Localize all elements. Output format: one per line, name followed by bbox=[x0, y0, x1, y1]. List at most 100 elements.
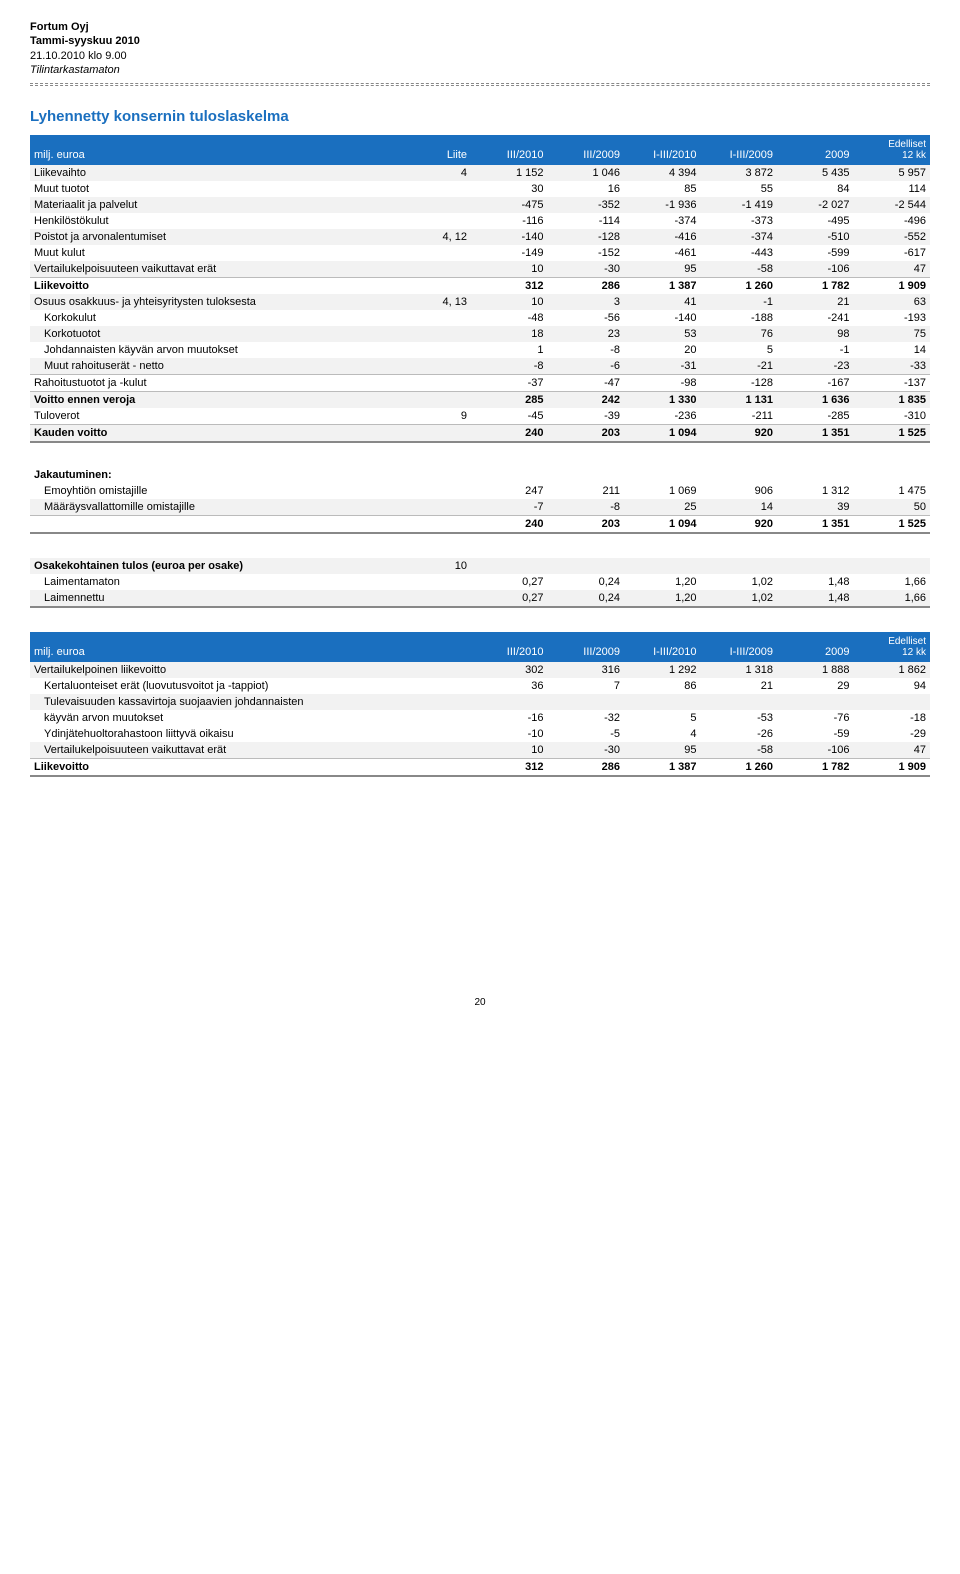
jakautuminen-heading: Jakautuminen: bbox=[30, 467, 930, 483]
cell-value: -285 bbox=[777, 408, 854, 425]
table-row: Kertaluonteiset erät (luovutusvoitot ja … bbox=[30, 678, 930, 694]
cell-value: -48 bbox=[471, 310, 548, 326]
row-label: Liikevaihto bbox=[30, 165, 426, 181]
cell-value: 0,24 bbox=[548, 590, 625, 607]
cell-value: -23 bbox=[777, 358, 854, 375]
row-label: Vertailukelpoisuuteen vaikuttavat erät bbox=[30, 742, 471, 759]
row-liite bbox=[426, 245, 471, 261]
cell-value: -374 bbox=[701, 229, 778, 245]
row-liite: 4, 12 bbox=[426, 229, 471, 245]
cell-value: -58 bbox=[701, 261, 778, 278]
cell-value: 23 bbox=[548, 326, 625, 342]
cell-value: -39 bbox=[548, 408, 625, 425]
cell-value: -7 bbox=[471, 499, 548, 516]
cell-value: 1 292 bbox=[624, 662, 701, 678]
row-liite bbox=[426, 499, 471, 516]
table-header: milj. euroa III/2010 III/2009 I-III/2010… bbox=[30, 632, 930, 662]
cell-value: -475 bbox=[471, 197, 548, 213]
cell-value: 85 bbox=[624, 181, 701, 197]
cell-value: -599 bbox=[777, 245, 854, 261]
cell-value: -461 bbox=[624, 245, 701, 261]
cell-value: -137 bbox=[854, 375, 931, 392]
cell-value: 14 bbox=[854, 342, 931, 358]
cell-value: -373 bbox=[701, 213, 778, 229]
document-header: Fortum Oyj Tammi-syyskuu 2010 21.10.2010… bbox=[30, 20, 930, 77]
row-liite: 4, 13 bbox=[426, 294, 471, 310]
cell-value: 1 782 bbox=[777, 278, 854, 295]
table-row: Ydinjätehuoltorahastoon liittyvä oikaisu… bbox=[30, 726, 930, 742]
cell-value: -193 bbox=[854, 310, 931, 326]
cell-value: -140 bbox=[624, 310, 701, 326]
col-3: I-III/2010 bbox=[624, 135, 701, 165]
cell-value: -1 419 bbox=[701, 197, 778, 213]
table-row: Tuloverot9-45-39-236-211-285-310 bbox=[30, 408, 930, 425]
cell-value: 920 bbox=[701, 516, 778, 534]
table-row: Voitto ennen veroja2852421 3301 1311 636… bbox=[30, 392, 930, 409]
row-label: Muut rahoituserät - netto bbox=[30, 358, 426, 375]
row-liite bbox=[426, 392, 471, 409]
col-2: III/2009 bbox=[548, 632, 625, 662]
cell-value: 1 909 bbox=[854, 278, 931, 295]
cell-value: 4 bbox=[624, 726, 701, 742]
cell-value: 1,02 bbox=[701, 574, 778, 590]
cell-value: -310 bbox=[854, 408, 931, 425]
row-label: Laimennettu bbox=[30, 590, 426, 607]
row-label: Vertailukelpoinen liikevoitto bbox=[30, 662, 471, 678]
cell-value: -1 bbox=[701, 294, 778, 310]
col-5: 2009 bbox=[777, 135, 854, 165]
cell-value: 1 782 bbox=[777, 759, 854, 777]
table-row: Määräysvallattomille omistajille-7-82514… bbox=[30, 499, 930, 516]
table-row: 2402031 0949201 3511 525 bbox=[30, 516, 930, 534]
cell-value: -33 bbox=[854, 358, 931, 375]
row-liite bbox=[426, 261, 471, 278]
cell-value: -211 bbox=[701, 408, 778, 425]
cell-value: -149 bbox=[471, 245, 548, 261]
cell-value: -241 bbox=[777, 310, 854, 326]
cell-value: -26 bbox=[701, 726, 778, 742]
cell-value: -59 bbox=[777, 726, 854, 742]
table-row: Laimennettu0,270,241,201,021,481,66 bbox=[30, 590, 930, 607]
col-3: I-III/2010 bbox=[624, 632, 701, 662]
cell-value: 1 260 bbox=[701, 278, 778, 295]
col-rowlabel: milj. euroa bbox=[30, 632, 471, 662]
cell-value: 312 bbox=[471, 759, 548, 777]
cell-value: 14 bbox=[701, 499, 778, 516]
table-body-jakautuminen: Emoyhtiön omistajille2472111 0699061 312… bbox=[30, 483, 930, 533]
col-rowlabel: milj. euroa bbox=[30, 135, 426, 165]
cell-value: -2 544 bbox=[854, 197, 931, 213]
table-row: Muut kulut-149-152-461-443-599-617 bbox=[30, 245, 930, 261]
table-row: Henkilöstökulut-116-114-374-373-495-496 bbox=[30, 213, 930, 229]
cell-value: 47 bbox=[854, 742, 931, 759]
cell-value: 240 bbox=[471, 425, 548, 443]
divider bbox=[30, 83, 930, 84]
row-label: Materiaalit ja palvelut bbox=[30, 197, 426, 213]
col-1: III/2010 bbox=[471, 135, 548, 165]
cell-value: -30 bbox=[548, 742, 625, 759]
row-label bbox=[30, 516, 426, 534]
row-liite bbox=[426, 342, 471, 358]
cell-value: -29 bbox=[854, 726, 931, 742]
cell-value: -552 bbox=[854, 229, 931, 245]
row-liite bbox=[426, 326, 471, 342]
table-row: Liikevoitto3122861 3871 2601 7821 909 bbox=[30, 759, 930, 777]
period: Tammi-syyskuu 2010 bbox=[30, 34, 930, 48]
cell-value: 94 bbox=[854, 678, 931, 694]
cell-value: 7 bbox=[548, 678, 625, 694]
col-1: III/2010 bbox=[471, 632, 548, 662]
table-row: Muut tuotot3016855584114 bbox=[30, 181, 930, 197]
row-liite bbox=[426, 590, 471, 607]
row-liite bbox=[426, 278, 471, 295]
row-liite bbox=[426, 213, 471, 229]
col-4: I-III/2009 bbox=[701, 135, 778, 165]
cell-value: -8 bbox=[548, 499, 625, 516]
cell-value: -167 bbox=[777, 375, 854, 392]
row-liite bbox=[426, 483, 471, 499]
cell-value: 114 bbox=[854, 181, 931, 197]
row-liite bbox=[426, 375, 471, 392]
cell-value: 3 bbox=[548, 294, 625, 310]
cell-value: 1,20 bbox=[624, 590, 701, 607]
table-row: Korkokulut-48-56-140-188-241-193 bbox=[30, 310, 930, 326]
row-liite bbox=[426, 181, 471, 197]
row-label: Muut tuotot bbox=[30, 181, 426, 197]
cell-value: 286 bbox=[548, 278, 625, 295]
